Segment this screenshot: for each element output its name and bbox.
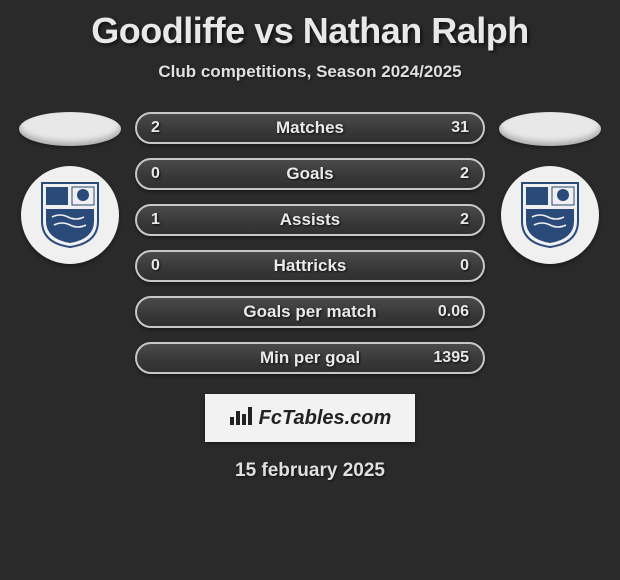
stat-row-goals-per-match: Goals per match 0.06 [135,296,485,328]
stats-column: 2 Matches 31 0 Goals 2 1 Assists 2 0 Hat… [135,112,485,374]
club-logo [21,166,119,264]
stat-row-hattricks: 0 Hattricks 0 [135,250,485,282]
shield-icon [520,181,580,249]
page-title: Goodliffe vs Nathan Ralph [0,10,620,52]
stat-left-value: 1 [151,211,191,229]
comparison-card: Goodliffe vs Nathan Ralph Club competiti… [0,0,620,482]
date-label: 15 february 2025 [0,460,620,482]
main-content: 2 Matches 31 0 Goals 2 1 Assists 2 0 Hat… [0,112,620,374]
stat-right-value: 31 [429,119,469,137]
shield-icon [40,181,100,249]
chart-bars-icon [229,405,253,432]
stat-label: Goals per match [243,302,376,322]
stat-right-value: 2 [429,211,469,229]
stat-right-value: 0.06 [429,303,469,321]
stat-right-value: 2 [429,165,469,183]
brand-text: FcTables.com [259,407,392,430]
stat-label: Assists [280,210,340,230]
stat-label: Matches [276,118,344,138]
stat-label: Goals [286,164,333,184]
brand-badge[interactable]: FcTables.com [205,394,415,442]
stat-row-assists: 1 Assists 2 [135,204,485,236]
subtitle: Club competitions, Season 2024/2025 [0,62,620,82]
player-avatar-placeholder [499,112,601,146]
stat-row-goals: 0 Goals 2 [135,158,485,190]
stat-left-value: 2 [151,119,191,137]
right-player-col [495,112,605,264]
player-avatar-placeholder [19,112,121,146]
club-logo [501,166,599,264]
left-player-col [15,112,125,264]
stat-right-value: 0 [429,257,469,275]
stat-label: Min per goal [260,348,360,368]
stat-right-value: 1395 [429,349,469,367]
stat-row-min-per-goal: Min per goal 1395 [135,342,485,374]
stat-left-value: 0 [151,257,191,275]
stat-row-matches: 2 Matches 31 [135,112,485,144]
stat-label: Hattricks [274,256,347,276]
stat-left-value: 0 [151,165,191,183]
